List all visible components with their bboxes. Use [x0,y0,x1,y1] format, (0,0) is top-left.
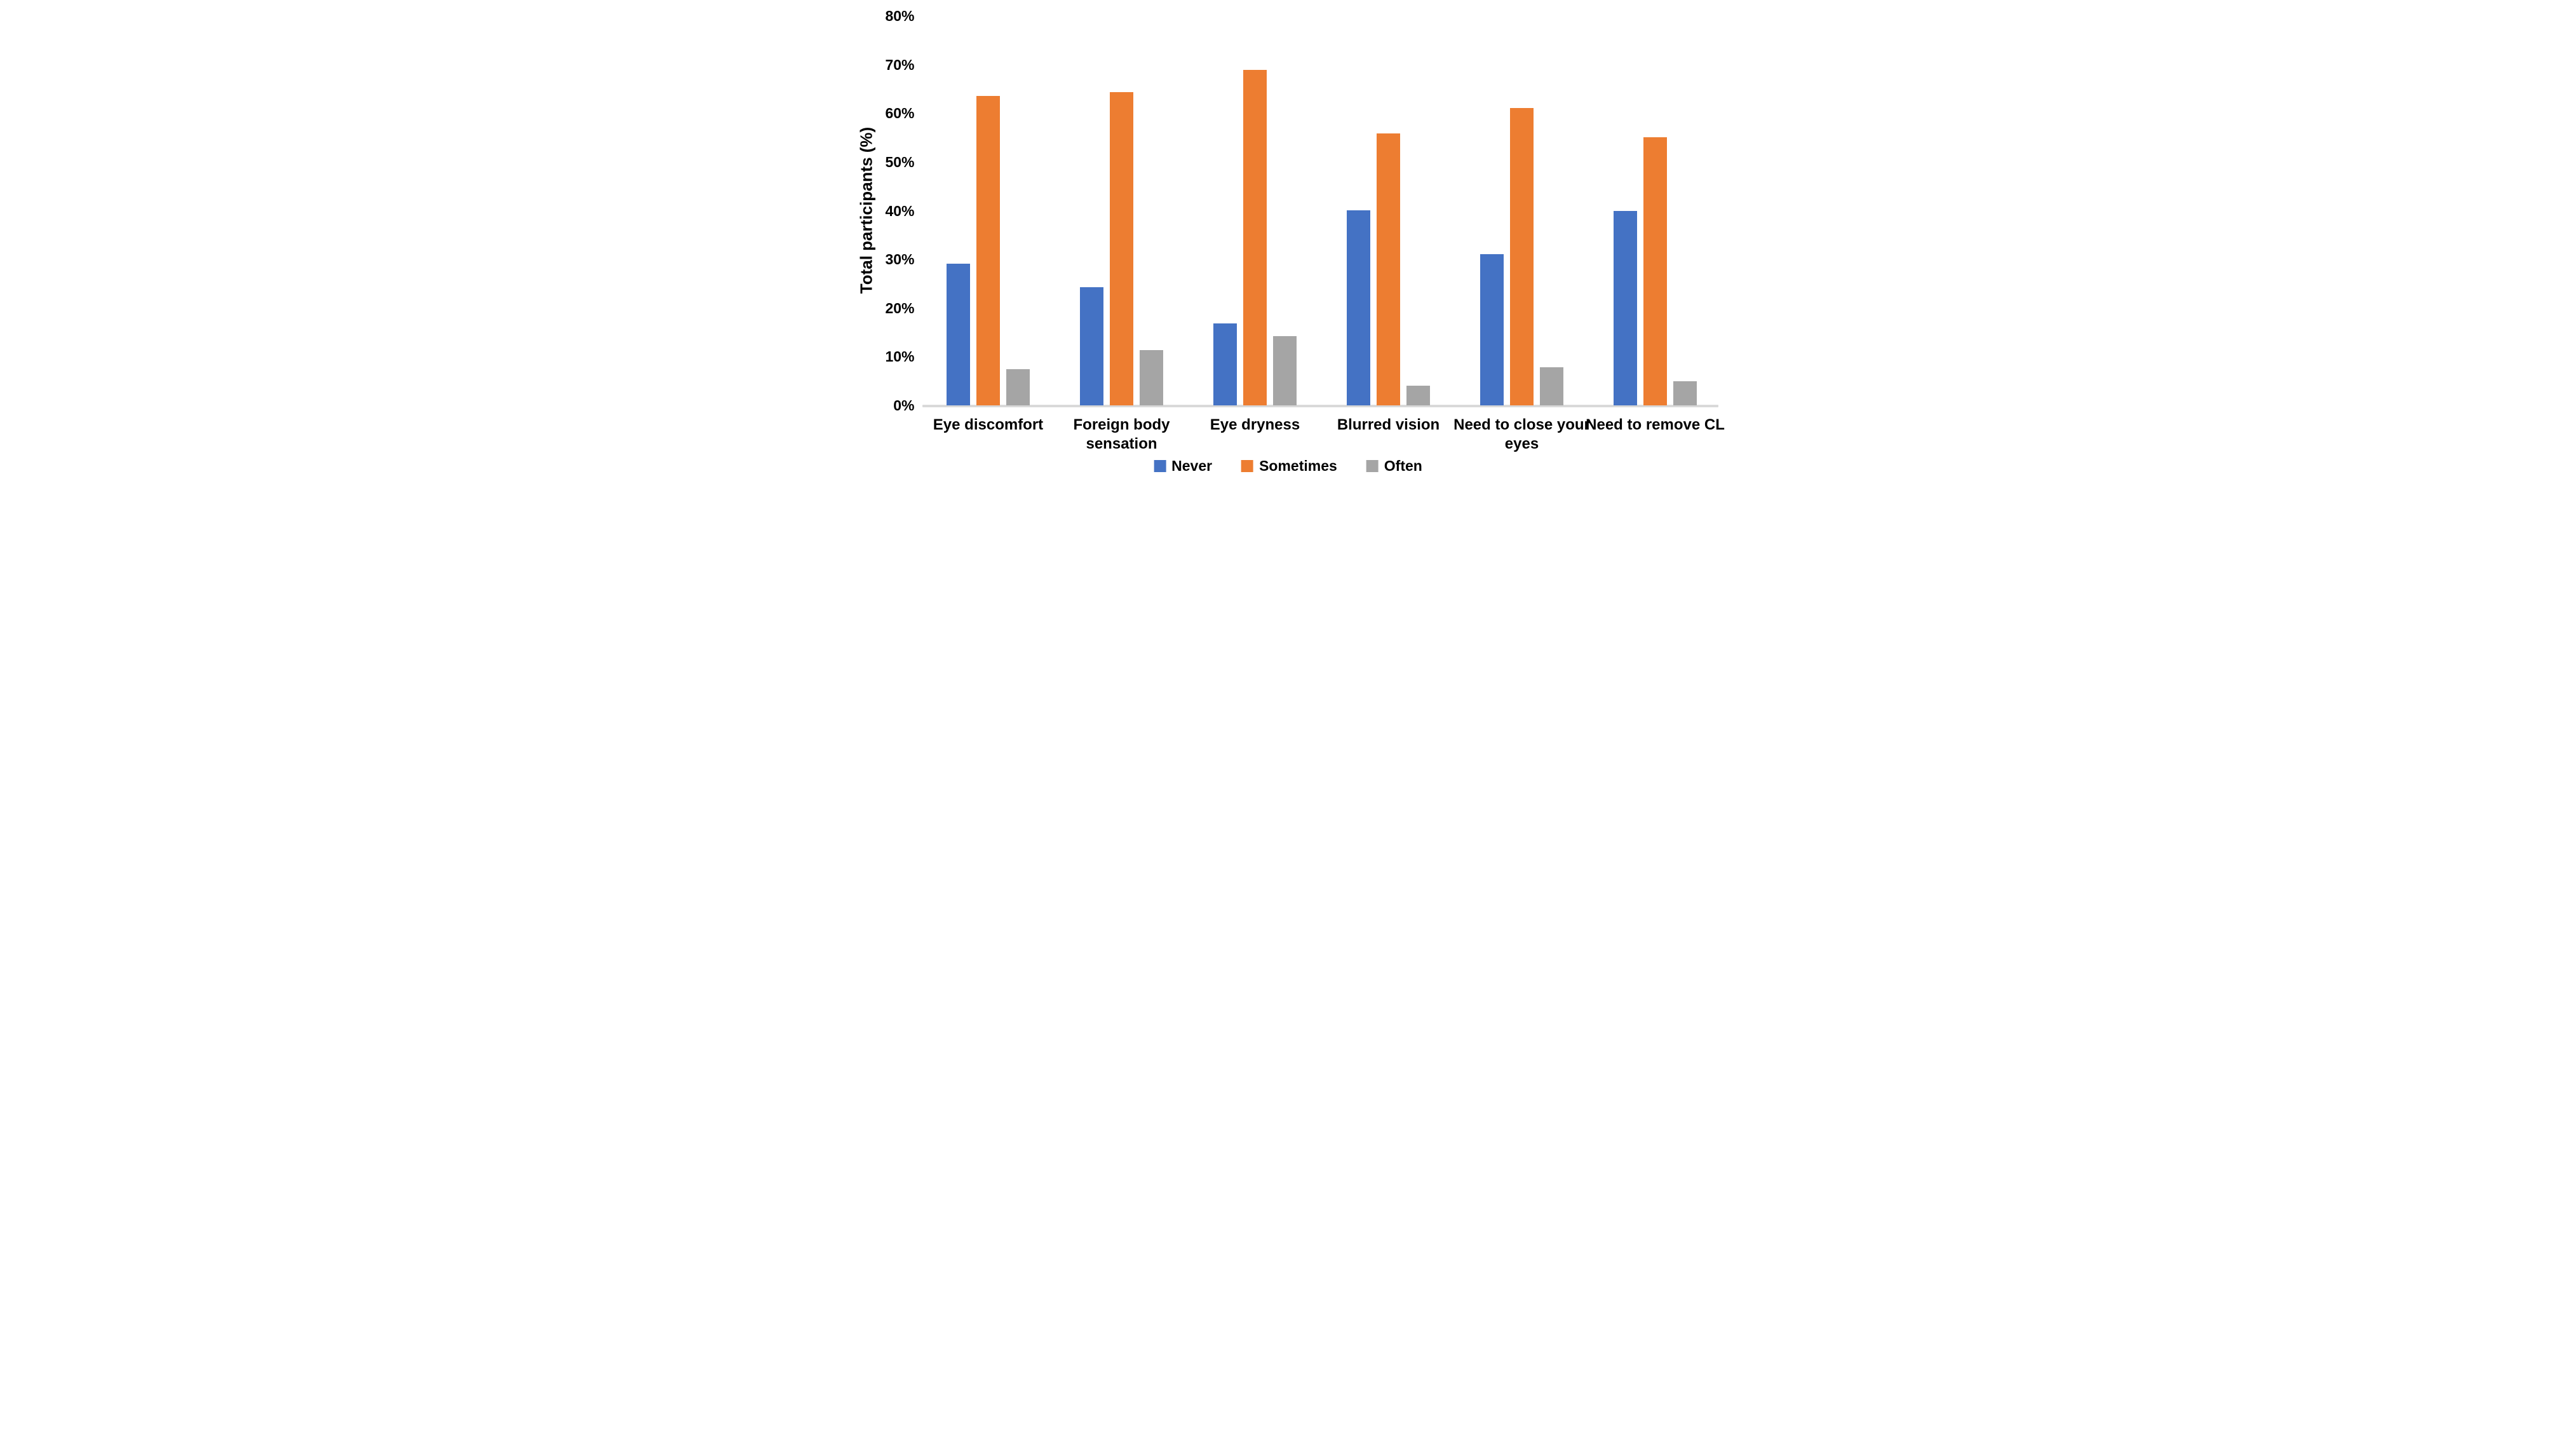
bar-often [1406,386,1430,405]
bar-group [1347,133,1430,405]
legend-item: Sometimes [1241,459,1337,473]
category-label: Foreign body sensation [1073,416,1170,452]
legend: Never Sometimes Often [1154,459,1422,473]
bar-never [1480,254,1504,405]
bar-group [1480,108,1563,405]
bar-group [1614,137,1697,405]
bar-sometimes [1510,108,1534,405]
y-tick-label: 40% [885,202,915,219]
category-label: Eye dryness [1210,416,1300,433]
bar-never [1614,211,1637,405]
legend-item: Often [1366,459,1422,473]
y-tick-label: 70% [885,56,915,73]
bar-sometimes [1377,133,1400,405]
bar-often [1006,369,1030,405]
bar-group [947,96,1030,405]
bar-never [1080,287,1103,405]
bar-often [1273,336,1297,405]
bar-often [1540,367,1563,405]
bar-sometimes [1643,137,1667,405]
y-tick-label: 20% [885,299,915,316]
bar-often [1140,350,1163,405]
bar-group [1080,92,1163,405]
y-tick-label: 0% [893,397,915,414]
bar-chart: Total participants (%) 0% 10% 20% 30% 40% 50%… [843,0,1733,498]
legend-swatch-icon [1241,460,1254,472]
legend-label: Never [1171,457,1213,474]
legend-swatch-icon [1154,460,1166,472]
legend-label: Sometimes [1259,457,1337,474]
bar-sometimes [976,96,1000,405]
y-tick-label: 30% [885,251,915,268]
y-tick-label: 10% [885,348,915,365]
category-label: Need to close your eyes [1453,416,1590,452]
legend-label: Often [1384,457,1422,474]
bar-never [947,264,970,405]
bar-often [1673,381,1697,405]
x-axis-line [922,405,1718,407]
bar-sometimes [1110,92,1133,405]
bar-never [1213,323,1237,405]
y-tick-label: 60% [885,105,915,122]
category-label: Need to remove CL [1586,416,1725,433]
category-label: Blurred vision [1337,416,1440,433]
category-label: Eye discomfort [933,416,1044,433]
bar-sometimes [1243,70,1267,405]
bar-never [1347,210,1370,405]
legend-item: Never [1154,459,1212,473]
y-tick-label: 50% [885,153,915,170]
bar-group [1213,70,1297,405]
legend-swatch-icon [1366,460,1379,472]
y-tick-label: 80% [885,8,915,24]
